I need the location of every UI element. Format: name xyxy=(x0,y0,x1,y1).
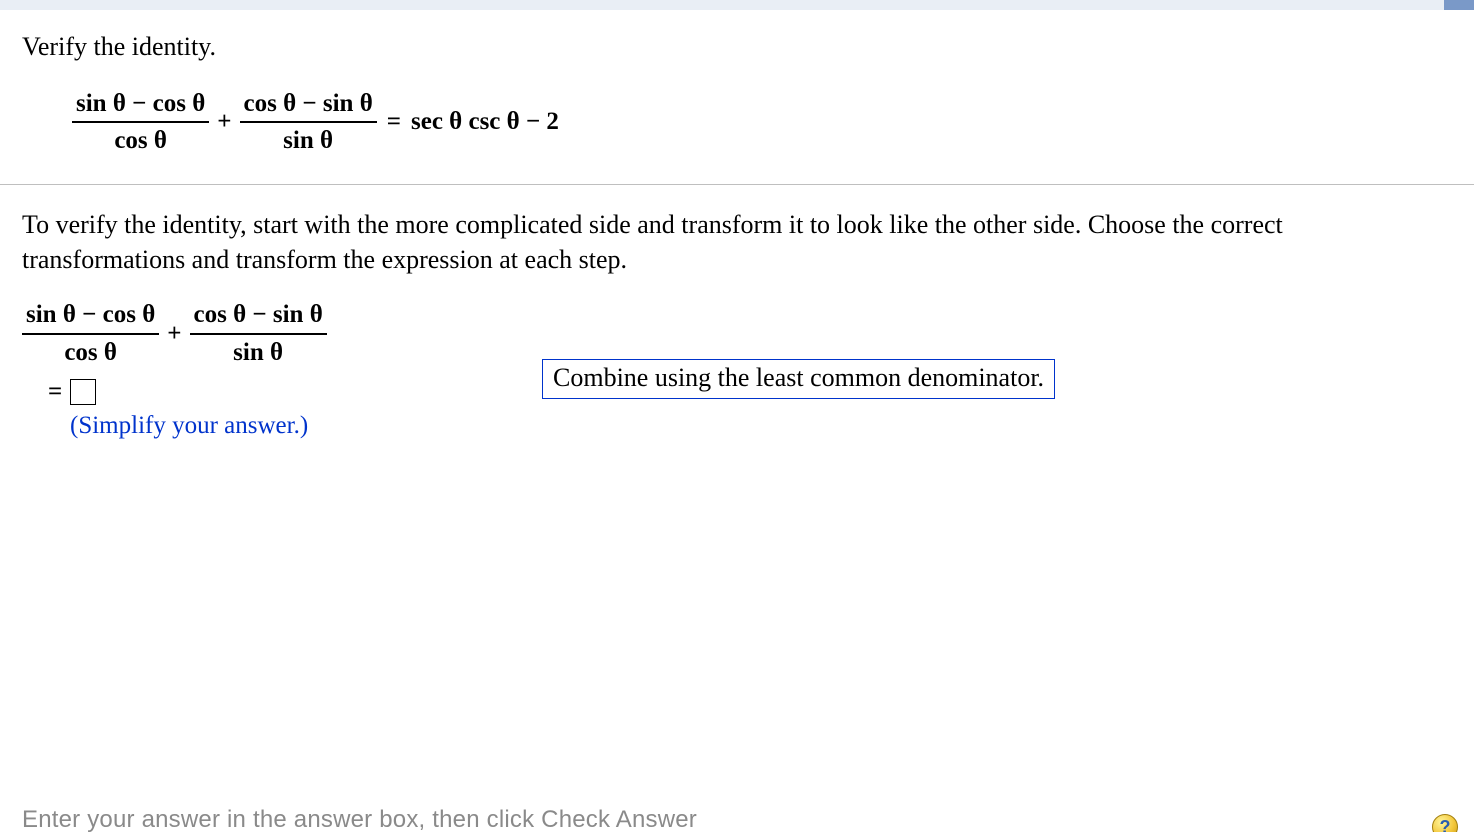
identity-frac2-num: cos θ − sin θ xyxy=(240,88,377,121)
work-expression: sin θ − cos θ cos θ + cos θ − sin θ sin … xyxy=(22,299,532,368)
work-fraction-2: cos θ − sin θ sin θ xyxy=(190,299,327,368)
work-frac1-den: cos θ xyxy=(22,333,159,368)
transformation-select[interactable]: Combine using the least common denominat… xyxy=(542,359,1055,399)
identity-frac2-den: sin θ xyxy=(240,121,377,156)
equals-sign: = xyxy=(48,378,62,406)
corner-tab xyxy=(1444,0,1474,10)
help-icon[interactable]: ? xyxy=(1432,814,1458,832)
work-left-column: sin θ − cos θ cos θ + cos θ − sin θ sin … xyxy=(22,299,532,440)
identity-frac1-num: sin θ − cos θ xyxy=(72,88,209,121)
question-header-area: Verify the identity. sin θ − cos θ cos θ… xyxy=(0,10,1474,156)
question-title: Verify the identity. xyxy=(22,30,1452,64)
help-glyph: ? xyxy=(1440,817,1451,832)
identity-fraction-1: sin θ − cos θ cos θ xyxy=(72,88,209,157)
work-frac1-num: sin θ − cos θ xyxy=(22,299,159,332)
top-band xyxy=(0,0,1474,10)
identity-plus: + xyxy=(209,108,239,136)
identity-equals: = xyxy=(377,108,411,136)
help-clip: ? xyxy=(1424,812,1474,832)
identity-fraction-2: cos θ − sin θ sin θ xyxy=(240,88,377,157)
work-plus: + xyxy=(159,320,189,348)
identity-rhs: sec θ csc θ − 2 xyxy=(411,108,559,136)
work-frac2-num: cos θ − sin θ xyxy=(190,299,327,332)
question-body-area: To verify the identity, start with the m… xyxy=(0,185,1474,440)
work-frac2-den: sin θ xyxy=(190,333,327,368)
footer-hint: Enter your answer in the answer box, the… xyxy=(22,808,697,832)
instruction-text: To verify the identity, start with the m… xyxy=(22,207,1372,277)
answer-input[interactable] xyxy=(70,379,96,405)
work-area: sin θ − cos θ cos θ + cos θ − sin θ sin … xyxy=(22,299,1452,440)
identity-equation: sin θ − cos θ cos θ + cos θ − sin θ sin … xyxy=(22,88,1452,157)
identity-frac1-den: cos θ xyxy=(72,121,209,156)
work-fraction-1: sin θ − cos θ cos θ xyxy=(22,299,159,368)
simplify-note: (Simplify your answer.) xyxy=(22,412,532,440)
equals-row: = xyxy=(22,378,532,406)
